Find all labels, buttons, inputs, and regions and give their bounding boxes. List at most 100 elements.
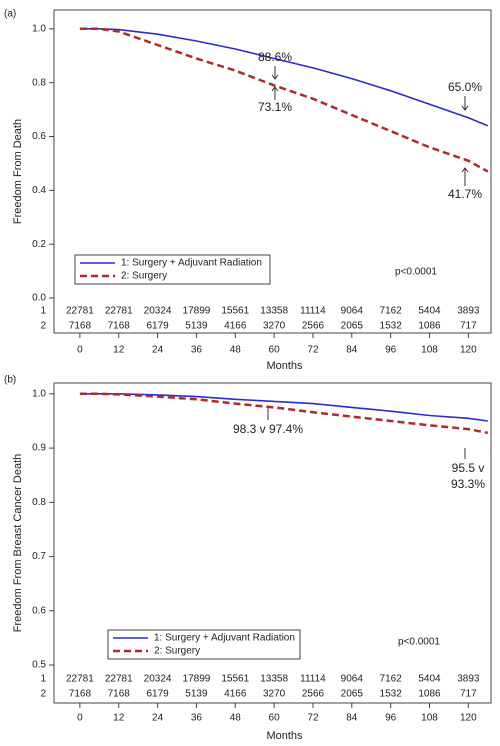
y-tick-label: 0.2	[32, 239, 46, 250]
at-risk-count: 11114	[300, 306, 326, 317]
x-tick-label: 36	[191, 713, 203, 724]
y-tick-label: 0.0	[32, 293, 46, 304]
survival-curve	[79, 28, 489, 127]
x-tick-label: 12	[113, 713, 125, 724]
legend-box	[107, 629, 301, 660]
survival-curve	[79, 27, 489, 173]
panel-label: (b)	[4, 375, 16, 386]
x-tick-label: 60	[269, 345, 281, 356]
panel-label: (a)	[4, 9, 16, 20]
at-risk-count: 7168	[108, 689, 131, 700]
x-tick-label: 108	[421, 713, 438, 724]
y-tick-label: 0.6	[32, 131, 46, 142]
at-risk-count: 20324	[144, 306, 172, 317]
plot-frame	[53, 9, 492, 334]
x-tick-label: 24	[152, 345, 164, 356]
at-risk-count: 15561	[221, 306, 249, 317]
at-risk-count: 1086	[418, 689, 441, 700]
arrow-head	[271, 86, 279, 92]
survival-curve	[79, 392, 489, 435]
annotation: 93.3%	[451, 477, 485, 491]
p-value: p<0.0001	[395, 267, 437, 278]
at-risk-count: 3893	[457, 674, 480, 685]
at-risk-count: 9064	[341, 674, 364, 685]
at-risk-count: 3270	[263, 321, 286, 332]
x-tick-label: 12	[113, 345, 125, 356]
y-tick-label: 0.8	[32, 77, 46, 88]
x-tick-label: 96	[385, 713, 397, 724]
y-tick-label: 0.5	[32, 660, 46, 671]
x-tick-label: 72	[307, 345, 319, 356]
annotation: 73.1%	[258, 100, 292, 114]
at-risk-count: 20324	[144, 674, 172, 685]
at-risk-count: 15561	[221, 674, 249, 685]
legend-label: 2: Surgery	[154, 646, 200, 657]
at-risk-count: 9064	[341, 306, 364, 317]
at-risk-row-label: 1	[40, 674, 46, 685]
at-risk-count: 22781	[105, 674, 133, 685]
at-risk-count: 5139	[185, 321, 208, 332]
x-tick-label: 84	[346, 713, 358, 724]
at-risk-count: 717	[460, 689, 477, 700]
at-risk-row-label: 2	[40, 689, 46, 700]
x-tick-label: 120	[460, 345, 477, 356]
legend-label: 1: Surgery + Adjuvant Radiation	[121, 258, 262, 269]
at-risk-count: 2065	[341, 321, 364, 332]
annotation: 95.5 v	[452, 461, 485, 475]
at-risk-count: 6179	[146, 321, 169, 332]
at-risk-count: 2566	[302, 321, 325, 332]
at-risk-count: 717	[460, 321, 477, 332]
at-risk-count: 17899	[183, 306, 211, 317]
x-tick-label: 72	[307, 713, 319, 724]
x-tick-label: 0	[77, 713, 83, 724]
at-risk-count: 6179	[146, 689, 169, 700]
annotation: 65.0%	[448, 80, 482, 94]
y-tick-label: 0.9	[32, 443, 46, 454]
at-risk-count: 11114	[300, 674, 326, 685]
at-risk-row-label: 1	[40, 306, 46, 317]
plot-frame	[53, 382, 492, 704]
annotation: 41.7%	[448, 187, 482, 201]
y-tick-label: 0.6	[32, 605, 46, 616]
x-tick-label: 36	[191, 345, 203, 356]
x-tick-label: 0	[77, 345, 83, 356]
at-risk-count: 22781	[105, 306, 133, 317]
annotation: 88.6%	[258, 50, 292, 64]
at-risk-count: 13358	[260, 306, 288, 317]
at-risk-count: 1532	[380, 321, 403, 332]
y-tick-label: 0.4	[32, 185, 46, 196]
y-tick-label: 1.0	[32, 23, 46, 34]
at-risk-count: 7168	[69, 689, 92, 700]
at-risk-count: 4166	[224, 689, 247, 700]
legend-label: 1: Surgery + Adjuvant Radiation	[154, 633, 295, 644]
y-tick-label: 0.8	[32, 497, 46, 508]
annotation: 98.3 v 97.4%	[233, 422, 303, 436]
y-tick-label: 0.7	[32, 551, 46, 562]
at-risk-count: 3270	[263, 689, 286, 700]
x-axis-label: Months	[266, 730, 303, 742]
arrow-head	[271, 74, 279, 80]
x-tick-label: 24	[152, 713, 164, 724]
at-risk-count: 7162	[380, 306, 403, 317]
at-risk-count: 22781	[66, 306, 94, 317]
y-tick-label: 1.0	[32, 388, 46, 399]
at-risk-count: 1086	[418, 321, 441, 332]
at-risk-count: 5404	[418, 674, 441, 685]
x-tick-label: 108	[421, 345, 438, 356]
at-risk-count: 7168	[108, 321, 131, 332]
legend-label: 2: Surgery	[121, 271, 167, 282]
x-axis-label: Months	[266, 360, 303, 372]
x-tick-label: 48	[230, 345, 242, 356]
p-value: p<0.0001	[398, 637, 440, 648]
legend-box	[74, 254, 271, 285]
at-risk-count: 13358	[260, 674, 288, 685]
y-axis-label: Freedom From Breast Cancer Death	[12, 454, 24, 633]
at-risk-count: 4166	[224, 321, 247, 332]
at-risk-count: 17899	[183, 674, 211, 685]
at-risk-count: 7162	[380, 674, 403, 685]
x-tick-label: 96	[385, 345, 397, 356]
y-axis-label: Freedom From Death	[12, 119, 24, 224]
at-risk-count: 5404	[418, 306, 441, 317]
arrow-head	[461, 105, 469, 111]
